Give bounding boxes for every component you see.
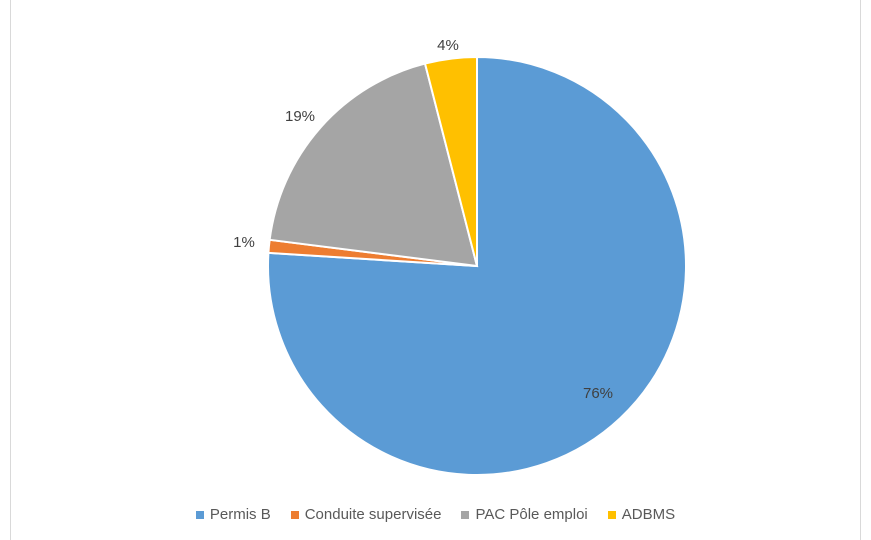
legend-label-3: PAC Pôle emploi — [475, 506, 588, 523]
legend-item-4: ADBMS — [607, 506, 676, 523]
slice-label-2: 1% — [233, 234, 255, 251]
legend-label-1: Permis B — [209, 506, 271, 523]
pie-slice-3 — [268, 62, 479, 268]
chart-frame — [10, 0, 861, 540]
legend-label-2: Conduite supervisée — [304, 506, 442, 523]
legend-swatch-1 — [195, 510, 204, 519]
legend-label-4: ADBMS — [621, 506, 676, 523]
pie-slice-1 — [267, 55, 687, 476]
slice-label-4: 4% — [437, 37, 459, 54]
legend-item-1: Permis B — [195, 506, 271, 523]
legend-item-3: PAC Pôle emploi — [461, 506, 588, 523]
slice-label-1: 76% — [583, 385, 613, 402]
legend: Permis B Conduite supervisée PAC Pôle empl… — [0, 506, 871, 523]
slice-label-3: 19% — [285, 108, 315, 125]
legend-swatch-4 — [607, 510, 616, 519]
pie-slice-4 — [423, 55, 478, 267]
legend-swatch-3 — [461, 510, 470, 519]
legend-swatch-2 — [290, 510, 299, 519]
legend-item-2: Conduite supervisée — [290, 506, 442, 523]
